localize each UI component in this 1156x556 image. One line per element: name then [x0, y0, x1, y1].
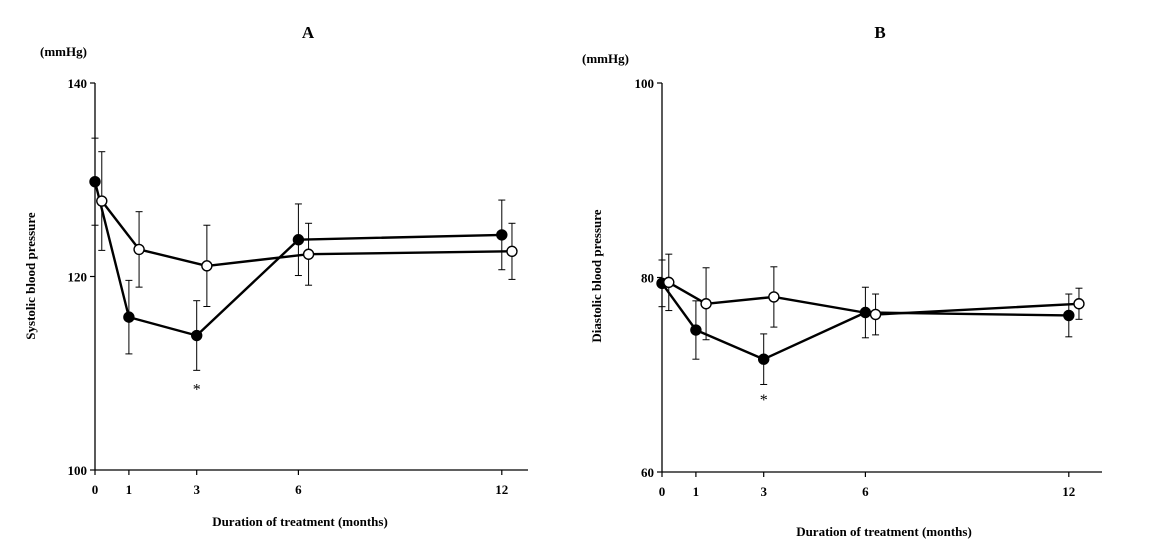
- chart-panel-b: B (mmHg) Duration of treatment (months) Dia…: [582, 23, 1102, 539]
- x-tick-label: 0: [92, 482, 99, 497]
- x-tick-label: 6: [295, 482, 302, 497]
- data-point-open: [133, 243, 145, 256]
- data-point-open: [201, 260, 213, 272]
- data-point-open: [768, 291, 780, 303]
- y-tick-label: 80: [641, 271, 654, 286]
- data-point-filled: [758, 353, 770, 365]
- x-tick-label: 12: [1062, 484, 1075, 499]
- x-tick-label: 3: [193, 482, 200, 497]
- data-point-filled: [496, 229, 508, 241]
- x-axis-label: Duration of treatment (months): [212, 514, 388, 529]
- x-tick-label: 12: [495, 482, 508, 497]
- chart-panel-a: A (mmHg) Duration of treatment (months) Sys…: [23, 23, 528, 529]
- y-tick-label: 140: [68, 76, 88, 91]
- x-tick-label: 6: [862, 484, 869, 499]
- data-point-open: [700, 298, 712, 310]
- data-point-open: [869, 308, 882, 321]
- data-point-filled: [859, 306, 872, 319]
- y-axis-label: Diastolic blood pressure: [589, 209, 604, 342]
- data-point-open: [96, 195, 108, 207]
- y-axis-label: Systolic blood pressure: [23, 212, 38, 340]
- data-point-filled: [292, 234, 305, 246]
- y-tick-label: 60: [641, 465, 654, 480]
- data-point-filled: [690, 324, 702, 336]
- data-point-filled: [123, 311, 135, 323]
- significance-marker: *: [193, 382, 201, 399]
- x-tick-label: 1: [126, 482, 133, 497]
- data-point-filled: [1063, 309, 1075, 322]
- y-tick-label: 100: [68, 463, 88, 478]
- significance-marker: *: [760, 392, 768, 409]
- data-point-open: [302, 248, 315, 260]
- panel-title: A: [302, 23, 315, 42]
- data-point-filled: [89, 175, 101, 188]
- y-unit-label: (mmHg): [582, 51, 629, 66]
- x-tick-label: 0: [659, 484, 666, 499]
- x-tick-label: 3: [760, 484, 767, 499]
- data-point-filled: [190, 329, 203, 342]
- data-point-open: [506, 245, 518, 258]
- y-tick-label: 120: [68, 270, 88, 285]
- data-point-open: [1073, 298, 1085, 310]
- data-point-open: [663, 276, 675, 289]
- x-tick-label: 1: [693, 484, 700, 499]
- x-axis-label: Duration of treatment (months): [796, 524, 972, 539]
- panel-title: B: [874, 23, 885, 42]
- y-tick-label: 100: [635, 76, 655, 91]
- y-unit-label: (mmHg): [40, 44, 87, 59]
